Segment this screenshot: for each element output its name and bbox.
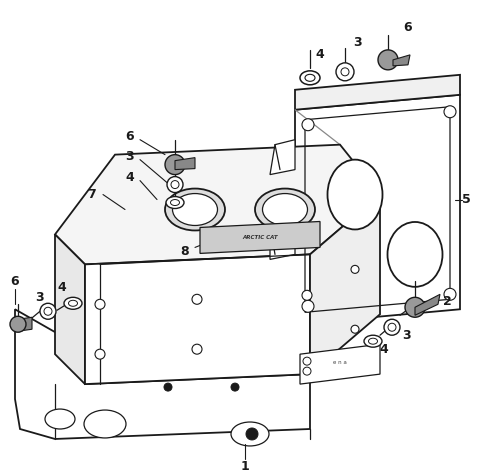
- Circle shape: [10, 316, 26, 332]
- Text: 2: 2: [443, 295, 451, 308]
- Circle shape: [167, 177, 183, 192]
- Ellipse shape: [84, 410, 126, 438]
- Circle shape: [95, 349, 105, 359]
- Ellipse shape: [172, 193, 217, 226]
- Polygon shape: [393, 55, 410, 66]
- Ellipse shape: [388, 222, 443, 287]
- Ellipse shape: [231, 422, 269, 446]
- Circle shape: [192, 344, 202, 354]
- Ellipse shape: [166, 197, 184, 209]
- Text: 3: 3: [36, 291, 45, 304]
- Polygon shape: [310, 195, 380, 374]
- Circle shape: [351, 325, 359, 333]
- Circle shape: [303, 357, 311, 365]
- Text: 6: 6: [125, 130, 134, 143]
- Text: 1: 1: [240, 460, 250, 474]
- Circle shape: [231, 383, 239, 391]
- Text: 4: 4: [125, 171, 135, 184]
- Text: 7: 7: [88, 188, 96, 201]
- Polygon shape: [55, 145, 380, 265]
- Ellipse shape: [364, 335, 382, 347]
- Polygon shape: [300, 344, 380, 384]
- Ellipse shape: [165, 189, 225, 230]
- Circle shape: [384, 319, 400, 335]
- Polygon shape: [15, 309, 310, 439]
- Polygon shape: [55, 235, 85, 384]
- Circle shape: [44, 307, 52, 315]
- Circle shape: [192, 294, 202, 304]
- Ellipse shape: [68, 300, 78, 306]
- Text: 5: 5: [462, 193, 470, 206]
- Ellipse shape: [300, 71, 320, 85]
- Circle shape: [341, 68, 349, 76]
- Circle shape: [302, 290, 312, 300]
- Ellipse shape: [305, 74, 315, 81]
- Text: 3: 3: [354, 37, 362, 49]
- Text: 6: 6: [11, 275, 19, 288]
- Circle shape: [336, 63, 354, 81]
- Text: 4: 4: [316, 48, 324, 61]
- Circle shape: [171, 180, 179, 189]
- Circle shape: [95, 299, 105, 309]
- Circle shape: [165, 155, 185, 175]
- Text: 4: 4: [57, 281, 67, 294]
- Circle shape: [351, 266, 359, 273]
- Text: 3: 3: [125, 150, 134, 163]
- Polygon shape: [415, 294, 440, 315]
- Ellipse shape: [64, 297, 82, 309]
- Circle shape: [303, 367, 311, 375]
- Polygon shape: [18, 317, 32, 331]
- Circle shape: [388, 323, 396, 331]
- Circle shape: [444, 288, 456, 300]
- Text: 4: 4: [380, 342, 388, 356]
- Polygon shape: [270, 219, 295, 259]
- Text: ARCTIC CAT: ARCTIC CAT: [242, 235, 278, 240]
- Ellipse shape: [45, 409, 75, 429]
- Polygon shape: [295, 75, 460, 110]
- Ellipse shape: [262, 193, 308, 226]
- Ellipse shape: [328, 160, 383, 229]
- Text: 6: 6: [404, 21, 412, 34]
- Ellipse shape: [255, 189, 315, 230]
- Polygon shape: [270, 140, 295, 175]
- Circle shape: [302, 119, 314, 131]
- Ellipse shape: [171, 200, 180, 206]
- Circle shape: [246, 428, 258, 440]
- Ellipse shape: [368, 338, 377, 344]
- Polygon shape: [85, 255, 310, 384]
- Polygon shape: [175, 158, 195, 170]
- Polygon shape: [295, 95, 460, 324]
- Circle shape: [378, 50, 398, 70]
- Circle shape: [405, 297, 425, 317]
- Polygon shape: [200, 221, 320, 253]
- Circle shape: [164, 383, 172, 391]
- Text: 8: 8: [181, 245, 189, 258]
- Circle shape: [444, 106, 456, 118]
- Text: e n a: e n a: [333, 360, 347, 365]
- Text: 3: 3: [403, 329, 411, 342]
- Circle shape: [302, 300, 314, 312]
- Circle shape: [40, 304, 56, 319]
